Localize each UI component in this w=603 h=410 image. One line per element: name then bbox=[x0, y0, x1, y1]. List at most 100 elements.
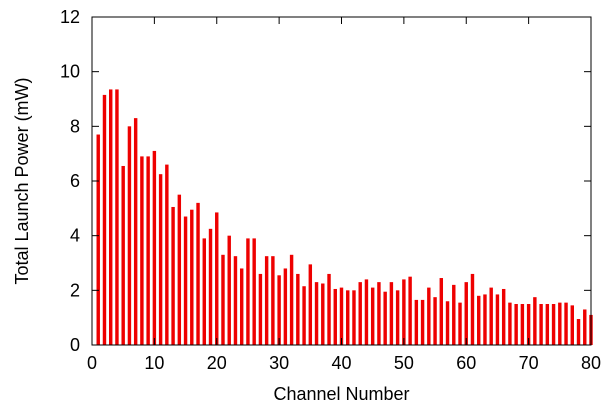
bar-channel-71 bbox=[533, 297, 537, 345]
y-tick-label-8: 8 bbox=[70, 116, 80, 136]
bar-channel-32 bbox=[289, 254, 294, 345]
bar-channel-46 bbox=[377, 282, 381, 345]
bar-channel-59 bbox=[458, 302, 462, 345]
bar-channel-13 bbox=[171, 206, 175, 345]
bar-channel-53 bbox=[420, 299, 425, 345]
bar-channel-10 bbox=[152, 150, 157, 345]
bar-channel-26 bbox=[252, 238, 256, 345]
bar-channel-48 bbox=[389, 282, 394, 345]
y-tick-label-4: 4 bbox=[70, 226, 80, 246]
bar-channel-6 bbox=[127, 126, 132, 345]
bars-group bbox=[96, 89, 593, 346]
bar-channel-76 bbox=[564, 302, 568, 345]
bar-channel-77 bbox=[570, 305, 574, 345]
bar-channel-68 bbox=[514, 304, 518, 345]
bar-channel-31 bbox=[283, 268, 288, 345]
x-tick-label-40: 40 bbox=[331, 353, 351, 373]
x-tick-label-60: 60 bbox=[456, 353, 476, 373]
bar-channel-64 bbox=[489, 287, 493, 345]
bar-channel-16 bbox=[190, 209, 194, 345]
bar-channel-25 bbox=[246, 238, 250, 345]
bar-channel-1 bbox=[96, 134, 100, 345]
y-tick-label-2: 2 bbox=[70, 280, 80, 300]
bar-channel-54 bbox=[427, 287, 431, 345]
bar-channel-21 bbox=[221, 254, 225, 345]
x-tick-label-80: 80 bbox=[581, 353, 601, 373]
bar-channel-72 bbox=[539, 304, 543, 345]
bar-channel-57 bbox=[445, 301, 450, 345]
x-axis-title: Channel Number bbox=[273, 384, 409, 404]
y-tick-label-10: 10 bbox=[60, 62, 80, 82]
bar-channel-49 bbox=[395, 290, 400, 345]
bar-channel-61 bbox=[470, 273, 475, 345]
bar-channel-12 bbox=[165, 164, 169, 345]
bar-channel-11 bbox=[158, 174, 163, 345]
bar-channel-55 bbox=[433, 297, 437, 345]
y-axis-title: Total Launch Power (mW) bbox=[12, 77, 32, 284]
bar-channel-17 bbox=[196, 202, 200, 345]
bar-channel-20 bbox=[215, 212, 219, 345]
bar-channel-28 bbox=[264, 256, 269, 345]
bar-channel-27 bbox=[258, 273, 263, 345]
bar-channel-73 bbox=[545, 304, 550, 345]
bar-channel-33 bbox=[296, 273, 300, 345]
bar-channel-44 bbox=[364, 279, 369, 345]
bar-channel-79 bbox=[583, 309, 587, 345]
x-tick-label-30: 30 bbox=[269, 353, 289, 373]
bar-channel-52 bbox=[414, 299, 419, 345]
y-tick-label-6: 6 bbox=[70, 171, 80, 191]
bar-channel-34 bbox=[302, 286, 306, 345]
x-tick-label-10: 10 bbox=[144, 353, 164, 373]
bar-channel-5 bbox=[121, 165, 125, 345]
bar-channel-62 bbox=[477, 295, 481, 345]
bar-channel-70 bbox=[526, 304, 531, 345]
bar-channel-4 bbox=[115, 89, 119, 346]
bar-channel-43 bbox=[358, 282, 362, 345]
bar-channel-45 bbox=[370, 287, 375, 345]
bar-channel-78 bbox=[576, 319, 581, 345]
bar-channel-18 bbox=[202, 238, 206, 345]
bar-channel-14 bbox=[177, 194, 182, 345]
bar-channel-36 bbox=[314, 282, 319, 345]
bar-channel-47 bbox=[383, 291, 387, 345]
bar-channel-69 bbox=[520, 304, 525, 345]
bar-channel-22 bbox=[227, 235, 231, 345]
bar-channel-29 bbox=[271, 256, 275, 345]
bar-channel-15 bbox=[183, 216, 188, 345]
x-tick-label-0: 0 bbox=[87, 353, 97, 373]
tick-labels-group: 0 10 20 30 40 50 60 70 80 0 2 4 6 8 10 12 bbox=[60, 7, 601, 373]
bar-channel-23 bbox=[233, 256, 238, 345]
bar-channel-38 bbox=[327, 273, 331, 345]
bar-channel-24 bbox=[239, 268, 244, 345]
bar-channel-65 bbox=[495, 294, 500, 345]
bar-channel-19 bbox=[208, 228, 213, 345]
y-tick-label-0: 0 bbox=[70, 335, 80, 355]
bar-channel-42 bbox=[352, 290, 356, 345]
bar-channel-50 bbox=[402, 279, 406, 345]
plot-frame bbox=[91, 16, 592, 346]
bar-channel-60 bbox=[464, 282, 468, 345]
bar-channel-63 bbox=[483, 294, 487, 345]
bar-channel-56 bbox=[439, 278, 444, 345]
bar-channel-40 bbox=[339, 287, 344, 345]
bar-channel-37 bbox=[321, 283, 325, 345]
bar-channel-7 bbox=[133, 118, 138, 345]
bar-channel-30 bbox=[277, 275, 281, 345]
bar-channel-3 bbox=[109, 89, 113, 346]
bar-channel-35 bbox=[308, 264, 313, 345]
x-tick-label-50: 50 bbox=[394, 353, 414, 373]
bar-channel-75 bbox=[558, 302, 562, 345]
bar-channel-39 bbox=[333, 288, 337, 345]
bar-channel-51 bbox=[408, 276, 412, 345]
bar-channel-9 bbox=[146, 156, 150, 345]
bar-channel-8 bbox=[140, 156, 144, 345]
x-tick-label-70: 70 bbox=[519, 353, 539, 373]
bar-channel-2 bbox=[102, 94, 107, 346]
bar-channel-74 bbox=[551, 304, 556, 345]
y-tick-label-12: 12 bbox=[60, 7, 80, 27]
bar-channel-66 bbox=[501, 288, 506, 345]
bar-channel-67 bbox=[508, 302, 512, 345]
bar-channel-58 bbox=[452, 284, 456, 345]
x-tick-label-20: 20 bbox=[207, 353, 227, 373]
